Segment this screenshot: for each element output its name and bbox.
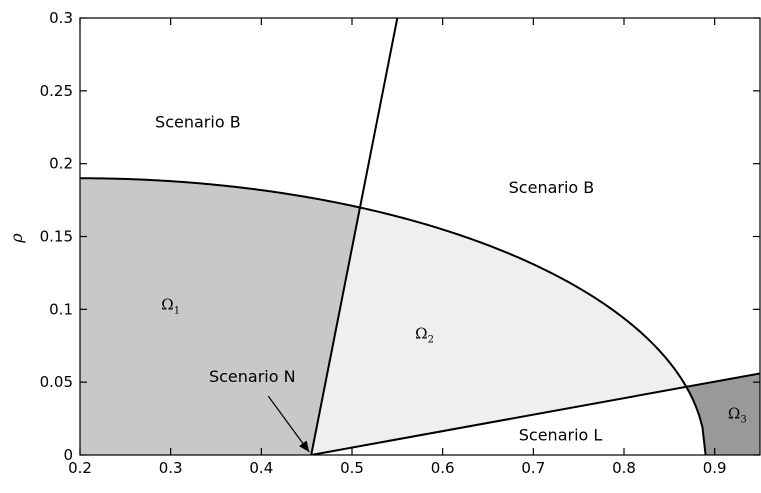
scenario-n-arrow bbox=[267, 395, 310, 453]
x-tick-label: 0.8 bbox=[612, 459, 636, 477]
scenario-label: Scenario N bbox=[209, 367, 296, 386]
omega-label-1: Ω1 bbox=[161, 295, 180, 316]
boundary-arc bbox=[80, 177, 707, 455]
x-tick-label: 0.6 bbox=[431, 459, 455, 477]
y-tick-label: 0.25 bbox=[40, 82, 73, 100]
omega-label-3: Ω3 bbox=[728, 405, 747, 426]
omega-label-2: Ω2 bbox=[415, 324, 434, 345]
x-tick-label: 0.9 bbox=[703, 459, 727, 477]
x-tick-label: 0.7 bbox=[521, 459, 545, 477]
y-tick-label: 0.05 bbox=[40, 373, 73, 391]
boundary-shallow-line bbox=[311, 372, 760, 455]
y-tick-label: 0.1 bbox=[49, 300, 73, 318]
x-tick-label: 0.2 bbox=[68, 459, 92, 477]
x-tick-label: 0.5 bbox=[340, 459, 364, 477]
x-tick-label: 0.4 bbox=[249, 459, 273, 477]
y-tick-label: 0.3 bbox=[49, 9, 73, 27]
y-tick-label: 0.2 bbox=[49, 155, 73, 173]
boundary-steep-line bbox=[310, 18, 399, 455]
x-tick-label: 0.3 bbox=[159, 459, 183, 477]
y-tick-label: 0 bbox=[63, 446, 73, 464]
region-omega-2 bbox=[311, 207, 687, 455]
scenario-label: Scenario B bbox=[509, 178, 595, 197]
scenario-label: Scenario L bbox=[519, 425, 603, 444]
scenario-label: Scenario B bbox=[155, 112, 241, 131]
y-axis-label: ρ bbox=[7, 233, 26, 244]
region-omega-1 bbox=[80, 178, 360, 455]
y-tick-label: 0.15 bbox=[40, 228, 73, 246]
region-omega-3 bbox=[686, 373, 760, 455]
